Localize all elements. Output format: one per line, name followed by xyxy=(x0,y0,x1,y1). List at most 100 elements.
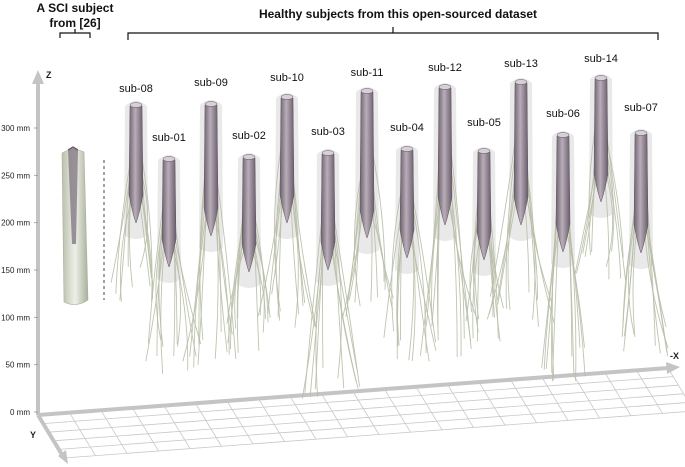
spinal-cord xyxy=(241,154,257,273)
nerve-root xyxy=(410,187,437,343)
grid-line xyxy=(321,393,348,438)
spinal-cord xyxy=(593,75,609,203)
x-axis-line xyxy=(37,366,669,417)
cord-cap xyxy=(280,94,294,100)
grid-line xyxy=(573,374,600,419)
grid-line xyxy=(447,384,474,428)
subject-label: sub-04 xyxy=(390,122,424,134)
grid-line xyxy=(415,386,443,431)
nerve-root xyxy=(309,245,325,398)
grid-line xyxy=(478,381,506,426)
subject-sub-09: sub-09 xyxy=(182,77,237,368)
sci-bracket xyxy=(59,29,91,38)
nerve-root xyxy=(448,137,465,339)
z-tick-label: 300 mm xyxy=(1,124,30,133)
nerve-root xyxy=(644,233,669,349)
grid-line xyxy=(541,377,569,421)
nerve-root xyxy=(410,197,427,354)
grid-line xyxy=(195,403,222,447)
nerve-root xyxy=(193,208,208,368)
subject-label: sub-07 xyxy=(624,102,658,114)
y-axis-line xyxy=(36,413,66,460)
grid-line xyxy=(258,398,285,442)
y-axis-arrow xyxy=(58,450,68,464)
grid-line xyxy=(100,410,128,454)
cord-cap xyxy=(438,84,452,90)
grid-line xyxy=(69,412,96,456)
z-tick-label: 250 mm xyxy=(1,171,30,180)
spinal-cord xyxy=(555,132,571,253)
subject-label: sub-03 xyxy=(311,126,345,138)
grid-line xyxy=(132,407,159,452)
nerve-root xyxy=(574,164,598,276)
sci-cord xyxy=(68,148,78,244)
subject-label: sub-02 xyxy=(232,130,266,142)
subject-label: sub-12 xyxy=(428,62,462,74)
subject-sub-14: sub-14 xyxy=(574,53,626,281)
grid-line xyxy=(384,388,411,433)
sci-header-line1: A SCI subject xyxy=(37,1,114,15)
nerve-root xyxy=(331,228,358,371)
nerve-root xyxy=(342,208,364,317)
nerve-root xyxy=(119,197,133,302)
subject-label: sub-05 xyxy=(467,117,501,129)
nerve-root xyxy=(160,243,166,374)
spinal-cord xyxy=(437,84,453,226)
nerve-root xyxy=(290,190,299,328)
nerve-root xyxy=(543,227,560,370)
healthy-bracket xyxy=(127,27,659,40)
nerve-root xyxy=(370,215,385,282)
subject-label: sub-08 xyxy=(119,83,153,95)
nerve-root xyxy=(139,192,153,299)
nerve-root xyxy=(431,196,442,321)
nerve-root xyxy=(273,136,284,312)
nerve-root xyxy=(391,182,404,332)
x-axis-arrow xyxy=(666,362,680,374)
nerve-root xyxy=(566,232,585,348)
nerve-root xyxy=(290,202,300,315)
nerve-root xyxy=(524,203,530,293)
spinal-cord xyxy=(320,150,336,271)
subject-sub-13: sub-13 xyxy=(486,58,555,327)
nerve-root xyxy=(604,134,624,258)
cord-cap xyxy=(321,150,335,156)
nerve-root xyxy=(566,221,586,377)
nerve-root xyxy=(172,238,181,347)
spinal-cord xyxy=(203,101,219,237)
cord-cap xyxy=(556,132,570,138)
nerve-root xyxy=(472,236,481,339)
nerve-root xyxy=(627,216,638,335)
z-axis-label: Z xyxy=(46,70,52,80)
spinal-cord xyxy=(513,79,529,226)
subject-sub-12: sub-12 xyxy=(419,62,478,357)
subject-label: sub-01 xyxy=(152,132,186,144)
sci-header-line2: from [26] xyxy=(49,16,100,30)
nerve-root xyxy=(214,215,230,355)
floor-grid xyxy=(37,367,685,459)
nerve-root xyxy=(396,234,404,347)
nerve-root xyxy=(226,247,246,325)
subject-sub-08: sub-08 xyxy=(110,83,154,302)
z-tick-label: 50 mm xyxy=(6,361,31,370)
grid-line xyxy=(636,370,663,414)
nerve-root xyxy=(331,217,342,379)
nerve-root xyxy=(497,196,518,305)
spinal-cord xyxy=(128,102,144,224)
subject-label: sub-10 xyxy=(270,72,304,84)
nerve-root xyxy=(353,166,364,307)
sci-subject-model xyxy=(61,146,89,305)
subject-sub-03: sub-03 xyxy=(301,126,360,399)
subject-sub-07: sub-07 xyxy=(621,102,669,357)
cord-cap xyxy=(242,154,256,160)
z-ticks: 300 mm 250 mm 200 mm 150 mm 100 mm 50 mm 0 mm xyxy=(1,124,38,417)
nerve-root xyxy=(448,203,472,342)
spinal-cord xyxy=(359,88,375,239)
y-axis-label: Y xyxy=(30,430,36,440)
nerve-root xyxy=(172,248,189,371)
subject-sub-05: sub-05 xyxy=(465,117,504,342)
sci-cord-top xyxy=(67,146,79,151)
cord-cap xyxy=(477,148,491,154)
grid-line xyxy=(352,391,380,435)
grid-line xyxy=(63,411,685,459)
spinal-cord xyxy=(633,130,649,254)
